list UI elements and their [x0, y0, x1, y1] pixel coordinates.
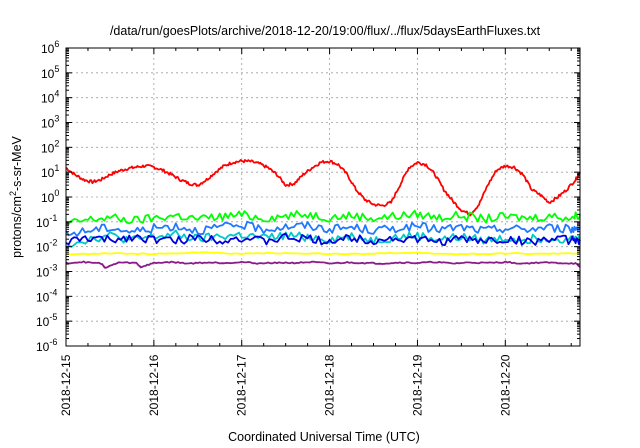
x-tick-label: 2018-12-15 [59, 354, 73, 416]
y-tick-label: 104 [41, 89, 59, 106]
y-axis-label-base: protons/cm [10, 196, 24, 258]
y-tick-label: 10-6 [36, 337, 57, 354]
x-tick-label: 2018-12-17 [235, 354, 249, 416]
x-tick-label: 2018-12-19 [410, 354, 424, 416]
series-line-5 [65, 232, 581, 246]
x-axis-label: Coordinated Universal Time (UTC) [228, 430, 420, 444]
series-group [65, 159, 581, 269]
y-tick-label: 106 [41, 39, 59, 56]
series-line-7 [65, 260, 581, 269]
x-tick-label: 2018-12-16 [147, 354, 161, 416]
series-line-2 [65, 209, 581, 225]
axes: 2018-12-15 2018-12-16 2018-12-17 2018-12-18… [36, 39, 581, 416]
y-tick-label: 10-5 [36, 312, 57, 329]
y-tick-label: 10-3 [36, 263, 57, 280]
y-tick-label: 10-1 [36, 213, 57, 230]
y-tick-label: 103 [41, 114, 59, 131]
y-tick-label: 102 [41, 138, 59, 155]
y-axis-label-sup: 2 [8, 191, 18, 196]
grid [66, 48, 580, 346]
series-line-1 [65, 159, 581, 217]
y-axis-label: protons/cm2-s-sr-MeV [8, 135, 24, 257]
y-tick-label: 100 [41, 188, 59, 205]
y-tick-label: 10-4 [36, 287, 57, 304]
x-tick-label: 2018-12-18 [323, 354, 337, 416]
series-line-6 [65, 251, 581, 256]
plot-frame [65, 47, 581, 347]
y-tick-label: 10-2 [36, 238, 57, 255]
x-tick-label: 2018-12-20 [498, 354, 512, 416]
y-tick-label: 105 [41, 64, 59, 81]
y-axis-label-rest: -s-sr-MeV [10, 135, 24, 191]
series-line-3 [65, 220, 581, 237]
y-tick-label: 101 [41, 163, 59, 180]
chart-title: /data/run/goesPlots/archive/2018-12-20/1… [110, 24, 541, 38]
